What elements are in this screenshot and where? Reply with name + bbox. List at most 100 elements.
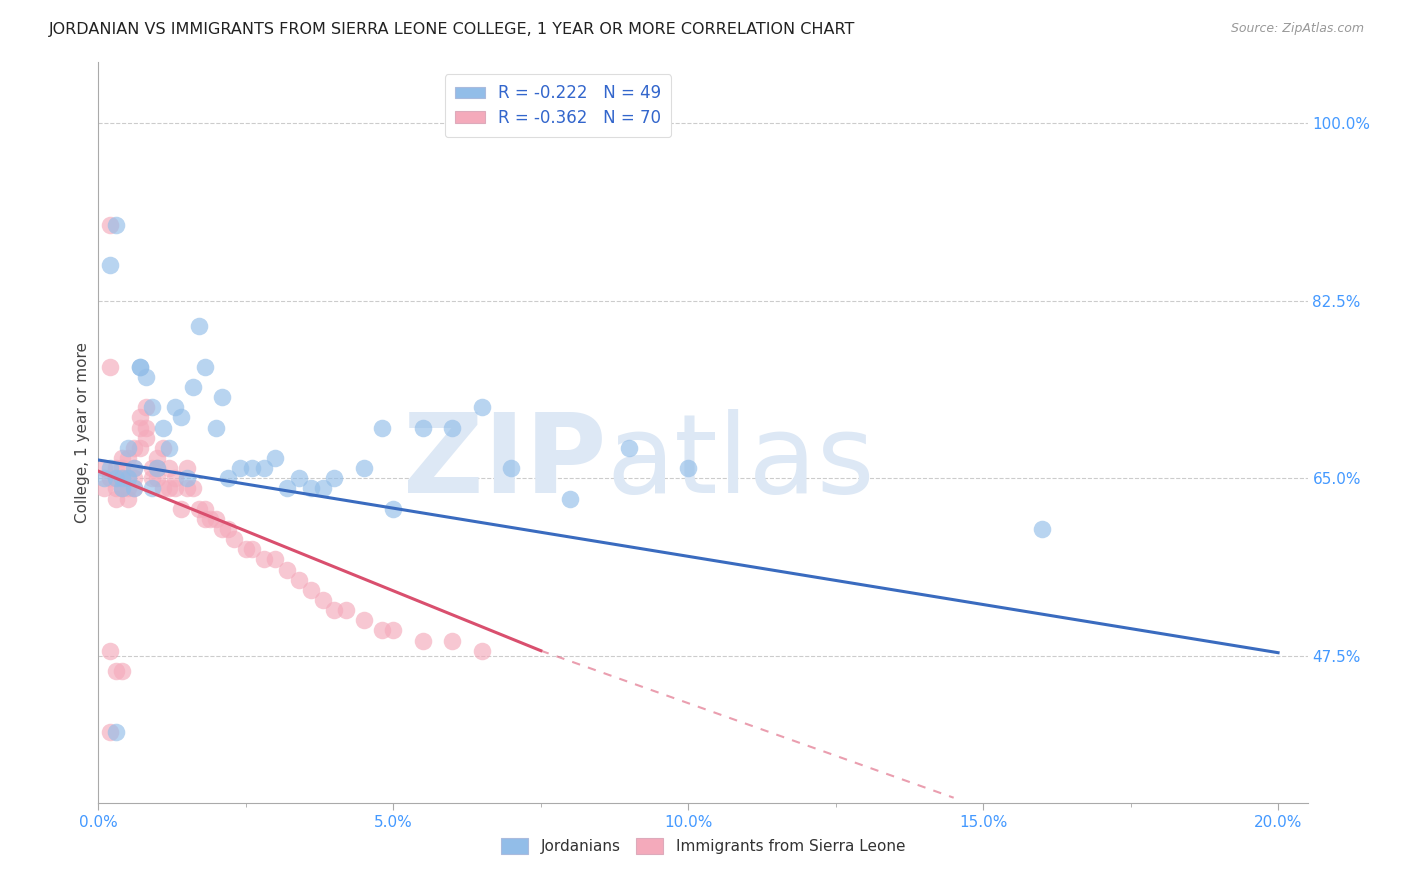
Point [165,471,187,485]
Point [217,522,239,536]
Point [152,482,174,496]
Point [194,512,217,526]
Point [412,420,434,434]
Point [141,471,163,485]
Point [412,633,434,648]
Point [157,482,180,496]
Point [252,461,274,475]
Point [181,482,204,496]
Point [98,461,121,475]
Point [105,461,128,475]
Point [128,410,150,425]
Point [111,482,134,496]
Point [217,471,239,485]
Text: atlas: atlas [606,409,875,516]
Point [276,562,298,576]
Point [122,461,145,475]
Point [117,471,139,485]
Point [128,441,150,455]
Point [1031,522,1053,536]
Point [98,359,121,374]
Point [128,420,150,434]
Point [146,471,169,485]
Point [288,471,311,485]
Point [264,450,287,465]
Point [146,461,169,475]
Point [105,471,128,485]
Point [157,441,180,455]
Point [117,441,139,455]
Point [105,664,128,678]
Point [205,512,228,526]
Point [146,461,169,475]
Point [211,522,233,536]
Point [98,258,121,272]
Point [299,482,322,496]
Legend: Jordanians, Immigrants from Sierra Leone: Jordanians, Immigrants from Sierra Leone [494,830,912,862]
Point [117,482,139,496]
Point [93,482,115,496]
Point [211,390,233,404]
Point [111,461,134,475]
Point [141,482,163,496]
Point [128,359,150,374]
Point [501,461,523,475]
Point [335,603,357,617]
Point [382,501,405,516]
Point [288,573,311,587]
Point [240,542,263,557]
Point [93,461,115,475]
Point [111,482,134,496]
Point [471,643,494,657]
Point [205,420,228,434]
Point [105,491,128,506]
Point [105,482,128,496]
Point [311,482,333,496]
Point [560,491,582,506]
Point [117,491,139,506]
Point [187,319,209,334]
Point [98,471,121,485]
Point [370,624,392,638]
Point [98,643,121,657]
Point [135,401,157,415]
Point [176,461,198,475]
Point [276,482,298,496]
Point [105,218,128,232]
Point [135,431,157,445]
Point [141,461,163,475]
Point [93,471,115,485]
Point [299,582,322,597]
Point [194,359,217,374]
Point [170,501,193,516]
Point [152,441,174,455]
Point [240,461,263,475]
Point [200,512,222,526]
Point [264,552,287,566]
Text: ZIP: ZIP [404,409,606,516]
Point [111,664,134,678]
Text: Source: ZipAtlas.com: Source: ZipAtlas.com [1230,22,1364,36]
Point [187,501,209,516]
Point [471,401,494,415]
Point [98,218,121,232]
Point [229,461,252,475]
Point [353,461,375,475]
Point [323,471,346,485]
Point [441,633,464,648]
Point [170,410,193,425]
Point [181,380,204,394]
Point [323,603,346,617]
Point [353,613,375,627]
Point [222,532,245,546]
Point [122,471,145,485]
Point [122,482,145,496]
Point [98,724,121,739]
Point [157,461,180,475]
Point [135,420,157,434]
Point [194,501,217,516]
Point [117,450,139,465]
Point [141,401,163,415]
Point [135,369,157,384]
Point [165,401,187,415]
